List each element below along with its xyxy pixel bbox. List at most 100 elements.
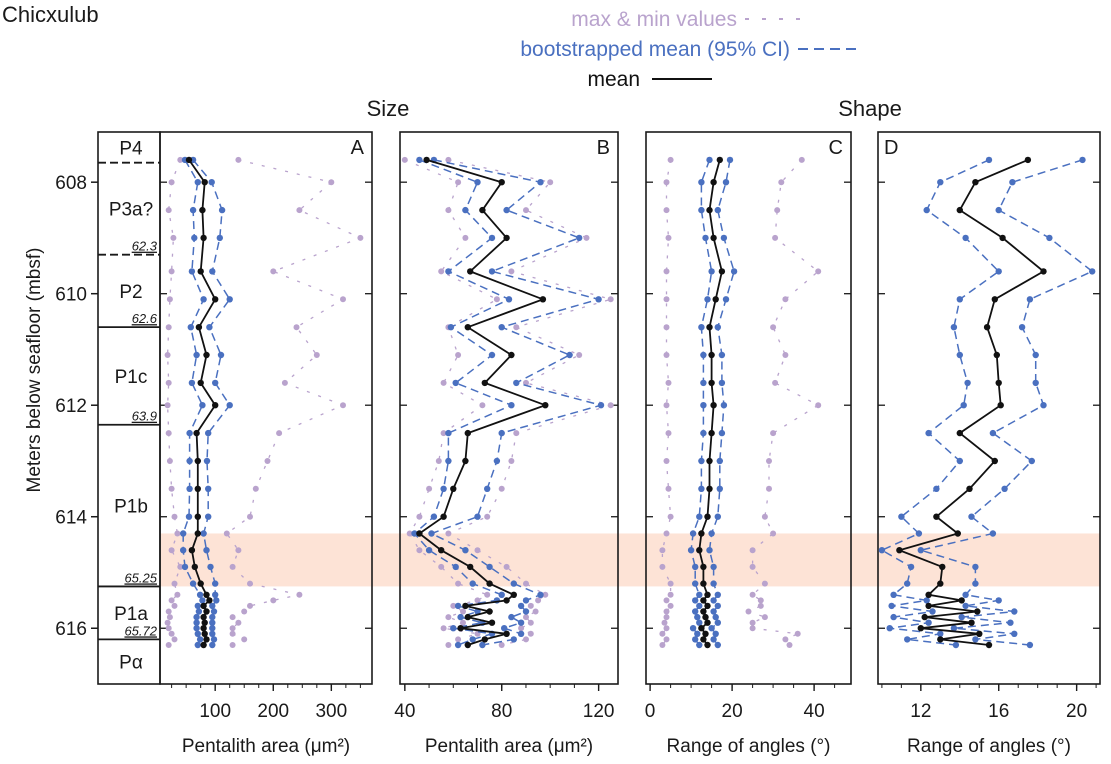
data-point-min — [663, 179, 670, 186]
data-point-max — [772, 234, 779, 241]
data-point-mean — [718, 268, 726, 275]
data-point-ci_high — [714, 591, 721, 598]
data-point-ci_high — [950, 625, 958, 632]
x-axis-label: Range of angles (°) — [907, 736, 1071, 757]
data-point-mean — [956, 429, 963, 437]
data-point-max — [484, 513, 491, 520]
data-point-ci_high — [206, 324, 213, 331]
panel-D: D 12 16 20 Range of angles (°) — [877, 131, 1101, 757]
data-point-ci_high — [1018, 324, 1026, 331]
data-point-mean — [464, 429, 471, 437]
biozone-column: 62.3 62.6 63.9 65.25 65.72 P4 P3a? P2 P1c P1b P1a P… — [97, 131, 161, 685]
x-axis-label: Pentalith area (μm²) — [182, 736, 350, 757]
data-point-min — [455, 580, 462, 587]
data-point-ci_low — [416, 156, 423, 164]
x-tick-label: 40 — [804, 701, 825, 722]
data-point-mean — [200, 625, 207, 632]
data-point-mean — [991, 457, 998, 465]
data-point-max — [523, 614, 529, 621]
data-point-mean — [206, 597, 213, 604]
data-point-min — [663, 597, 670, 604]
data-point-ci_high — [209, 602, 216, 610]
data-point-max — [798, 156, 805, 163]
data-point-ci_low — [193, 613, 200, 621]
data-point-ci_low — [904, 580, 911, 587]
panel-A: A 100 200 300 Pentalith area (μm²) — [159, 131, 373, 757]
data-point-mean — [486, 580, 493, 587]
data-point-ci_low — [194, 630, 201, 637]
data-point-ci_low — [925, 619, 932, 626]
legend: max & min values bootstrapped mean (95% … — [520, 8, 862, 91]
data-point-mean — [195, 324, 203, 331]
data-point-ci_low — [498, 591, 505, 598]
data-point-mean — [488, 619, 496, 626]
data-point-min — [665, 485, 672, 492]
data-point-ci_low — [195, 608, 203, 615]
data-point-ci_low — [193, 619, 200, 626]
data-point-ci_high — [710, 597, 717, 604]
data-point-ci_low — [452, 563, 459, 571]
series-line-mean — [896, 159, 1046, 646]
data-point-ci_high — [1079, 156, 1086, 164]
data-point-ci_low — [180, 547, 187, 554]
data-point-max — [535, 597, 542, 604]
data-point-mean — [966, 485, 973, 492]
panel-B: B 40 80 120 Pentalith area (μm²) — [394, 131, 619, 757]
data-point-min — [165, 430, 172, 437]
data-point-ci_high — [714, 619, 721, 626]
data-point-ci_low — [692, 563, 699, 571]
data-point-ci_low — [960, 402, 967, 409]
data-point-mean — [704, 591, 711, 598]
biozone-label: Pα — [119, 653, 143, 674]
data-point-max — [223, 530, 230, 537]
data-point-min — [479, 402, 486, 409]
data-point-max — [498, 642, 505, 648]
data-point-ci_high — [714, 602, 721, 610]
legend-label-mean: mean — [587, 68, 640, 91]
data-point-ci_low — [689, 530, 697, 537]
x-tick-label: 12 — [910, 701, 931, 722]
data-point-mean — [708, 429, 715, 437]
data-point-max — [513, 430, 520, 437]
data-point-mean — [925, 602, 932, 610]
data-point-ci_high — [503, 206, 510, 214]
data-point-max — [503, 563, 510, 570]
data-point-min — [440, 430, 447, 437]
data-point-max — [252, 485, 259, 492]
data-point-ci_low — [962, 234, 969, 242]
data-point-mean — [194, 485, 201, 492]
data-point-mean — [200, 641, 207, 649]
data-point-ci_high — [212, 580, 219, 587]
data-point-min — [416, 513, 423, 520]
data-point-mean — [700, 636, 707, 643]
data-point-mean — [993, 351, 1000, 359]
data-point-mean — [698, 530, 705, 537]
series-line-max — [446, 159, 614, 646]
data-point-min — [663, 636, 670, 643]
data-point-min — [659, 630, 666, 637]
data-point-max — [523, 636, 529, 643]
data-point-max — [749, 619, 756, 626]
data-point-ci_low — [956, 296, 963, 303]
data-point-ci_low — [462, 206, 469, 214]
data-point-ci_low — [925, 429, 932, 437]
data-point-min — [174, 530, 181, 537]
data-point-mean — [481, 379, 488, 387]
depth-tick-label: 616 — [55, 619, 87, 640]
panel-frame — [399, 131, 619, 685]
data-point-max — [770, 530, 777, 537]
data-point-ci_high — [989, 530, 997, 537]
data-point-ci_low — [964, 379, 971, 387]
data-point-mean — [985, 641, 993, 649]
data-point-ci_high — [958, 613, 965, 621]
data-point-ci_low — [181, 563, 189, 571]
data-point-ci_high — [972, 580, 979, 587]
data-point-min — [663, 625, 670, 632]
biozone-label: P1c — [115, 367, 148, 388]
data-point-mean — [704, 619, 711, 626]
data-point-max — [445, 530, 452, 537]
data-point-ci_low — [488, 234, 496, 242]
data-point-min — [165, 379, 172, 386]
data-point-min — [440, 625, 447, 632]
data-point-ci_low — [194, 602, 201, 610]
